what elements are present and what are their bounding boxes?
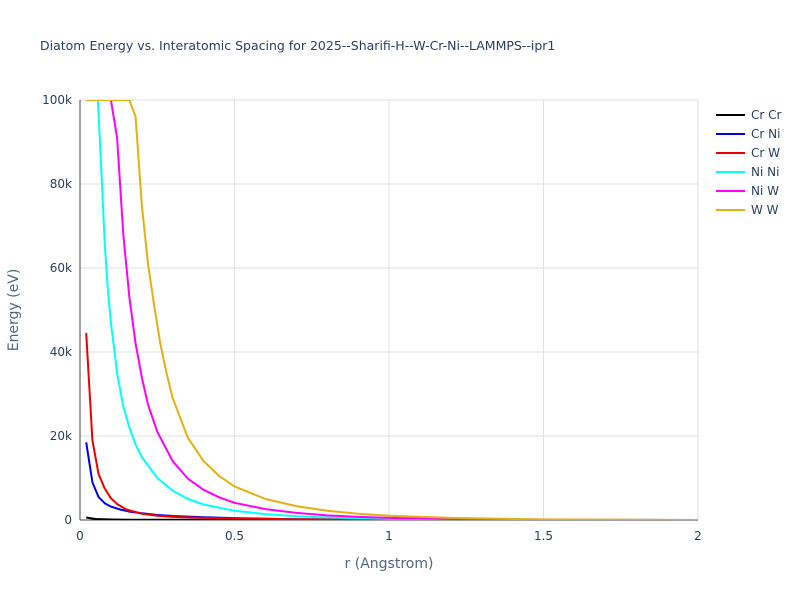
chart-title: Diatom Energy vs. Interatomic Spacing fo… xyxy=(40,38,555,53)
y-tick-label: 20k xyxy=(50,429,72,443)
y-tick-label: 60k xyxy=(50,261,72,275)
y-tick-label: 40k xyxy=(50,345,72,359)
series-line-cr-ni xyxy=(85,442,698,520)
legend-label[interactable]: Ni W xyxy=(751,184,779,198)
x-tick-label: 0.5 xyxy=(225,529,244,543)
legend-label[interactable]: Cr Cr xyxy=(751,108,782,122)
x-tick-label: 0 xyxy=(76,529,84,543)
series-line-ni-w xyxy=(86,100,698,520)
legend-label[interactable]: Cr Ni xyxy=(751,127,780,141)
series-line-ni-ni xyxy=(86,100,698,520)
x-axis-title: r (Angstrom) xyxy=(345,556,434,572)
y-tick-label: 100k xyxy=(42,93,72,107)
series-line-cr-cr xyxy=(86,516,698,520)
legend-label[interactable]: W W xyxy=(751,203,779,217)
legend-label[interactable]: Cr W xyxy=(751,146,780,160)
series-line-cr-w xyxy=(85,333,698,520)
y-tick-label: 80k xyxy=(50,177,72,191)
x-tick-label: 1 xyxy=(385,529,393,543)
x-tick-label: 1.5 xyxy=(534,529,553,543)
legend: Cr Cr Cr Ni Cr W Ni Ni Ni W W W xyxy=(716,108,782,217)
series-line-w-w xyxy=(86,100,698,520)
x-tick-label: 2 xyxy=(694,529,702,543)
y-axis-title: Energy (eV) xyxy=(6,269,22,352)
legend-label[interactable]: Ni Ni xyxy=(751,165,779,179)
y-tick-label: 0 xyxy=(64,513,72,527)
